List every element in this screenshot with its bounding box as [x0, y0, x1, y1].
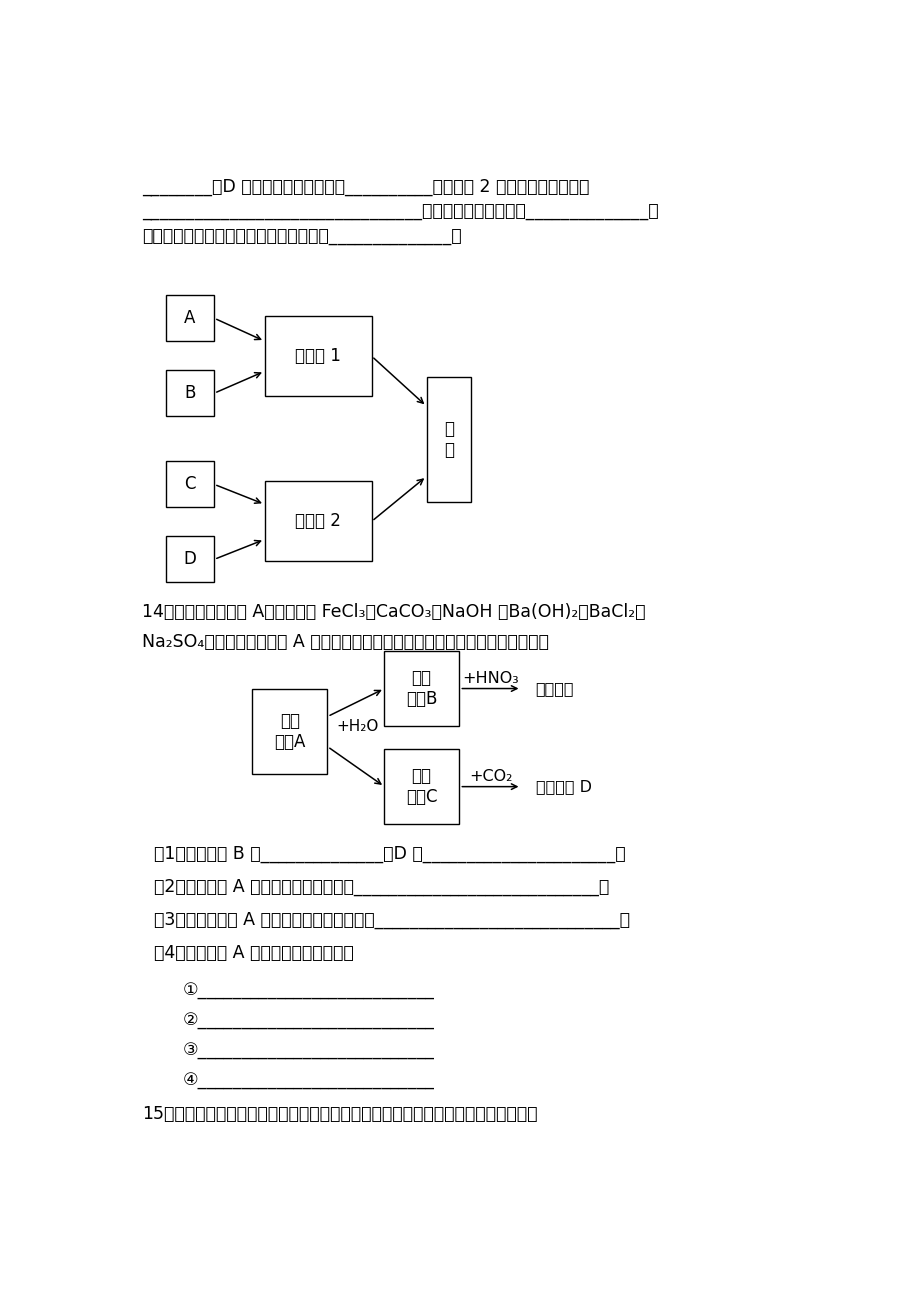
Text: ________，D 车间排放的废水中含有__________。反应池 2 中可观察到的现象是: ________，D 车间排放的废水中含有__________。反应池 2 中可… — [142, 178, 589, 196]
Text: +H₂O: +H₂O — [335, 719, 379, 734]
Text: 15．如图所示是初中阶段常见几种物质间的全部转化关系，请按要求回答下列问题。: 15．如图所示是初中阶段常见几种物质间的全部转化关系，请按要求回答下列问题。 — [142, 1105, 537, 1123]
Text: +HNO₃: +HNO₃ — [462, 671, 518, 686]
Bar — [165, 537, 214, 582]
Text: （2）白色固体 A 中一定不存在的物质是____________________________；: （2）白色固体 A 中一定不存在的物质是____________________… — [154, 878, 608, 896]
Text: ②___________________________: ②___________________________ — [183, 1011, 434, 1030]
Bar — [384, 651, 459, 727]
Text: 白色
沉淀B: 白色 沉淀B — [405, 670, 437, 708]
Text: 白色
固体A: 白色 固体A — [274, 712, 305, 751]
Text: （4）白色固体 A 还有哪些可能的组成：: （4）白色固体 A 还有哪些可能的组成： — [154, 944, 354, 962]
Text: 反应池 2: 反应池 2 — [295, 512, 341, 530]
Bar — [426, 377, 471, 502]
Text: B: B — [184, 385, 196, 402]
Bar — [165, 295, 214, 341]
Text: 最后排入河流的废液中含有的主要物质是______________。: 最后排入河流的废液中含有的主要物质是______________。 — [142, 227, 461, 246]
Text: D: D — [183, 550, 196, 568]
Text: ③___________________________: ③___________________________ — [183, 1041, 434, 1059]
Text: A: A — [184, 309, 196, 328]
Text: 河
流: 河 流 — [443, 420, 453, 459]
Text: 反应池 1: 反应池 1 — [295, 347, 341, 365]
Text: 无色
溶液C: 无色 溶液C — [405, 767, 437, 806]
Text: （1）白色沉淀 B 是______________，D 是______________________；: （1）白色沉淀 B 是______________，D 是___________… — [154, 845, 625, 863]
Text: ________________________________，反应的化学方程式为______________，: ________________________________，反应的化学方程… — [142, 203, 658, 221]
Bar — [252, 689, 327, 773]
Bar — [265, 316, 371, 396]
Text: Na₂SO₄中的几种，取少量 A 做如下实验，主要现象如图所示。试用化学式填空：: Na₂SO₄中的几种，取少量 A 做如下实验，主要现象如图所示。试用化学式填空： — [142, 633, 549, 651]
Text: 全部溶解: 全部溶解 — [535, 681, 573, 696]
Text: （3）若白色固体 A 中只含两种物质，它们是____________________________；: （3）若白色固体 A 中只含两种物质，它们是__________________… — [154, 911, 630, 928]
Bar — [265, 481, 371, 562]
Bar — [384, 749, 459, 824]
Text: +CO₂: +CO₂ — [469, 770, 512, 784]
Bar — [165, 462, 214, 507]
Text: ④___________________________: ④___________________________ — [183, 1072, 434, 1089]
Text: C: C — [184, 476, 196, 493]
Text: 白色沉淀 D: 白色沉淀 D — [535, 779, 591, 794]
Text: 14．有一包白色固体 A，可能含有 FeCl₃、CaCO₃、NaOH 、Ba(OH)₂、BaCl₂、: 14．有一包白色固体 A，可能含有 FeCl₃、CaCO₃、NaOH 、Ba(O… — [142, 603, 645, 621]
Text: ①___________________________: ①___________________________ — [183, 982, 434, 1000]
Bar — [165, 370, 214, 416]
